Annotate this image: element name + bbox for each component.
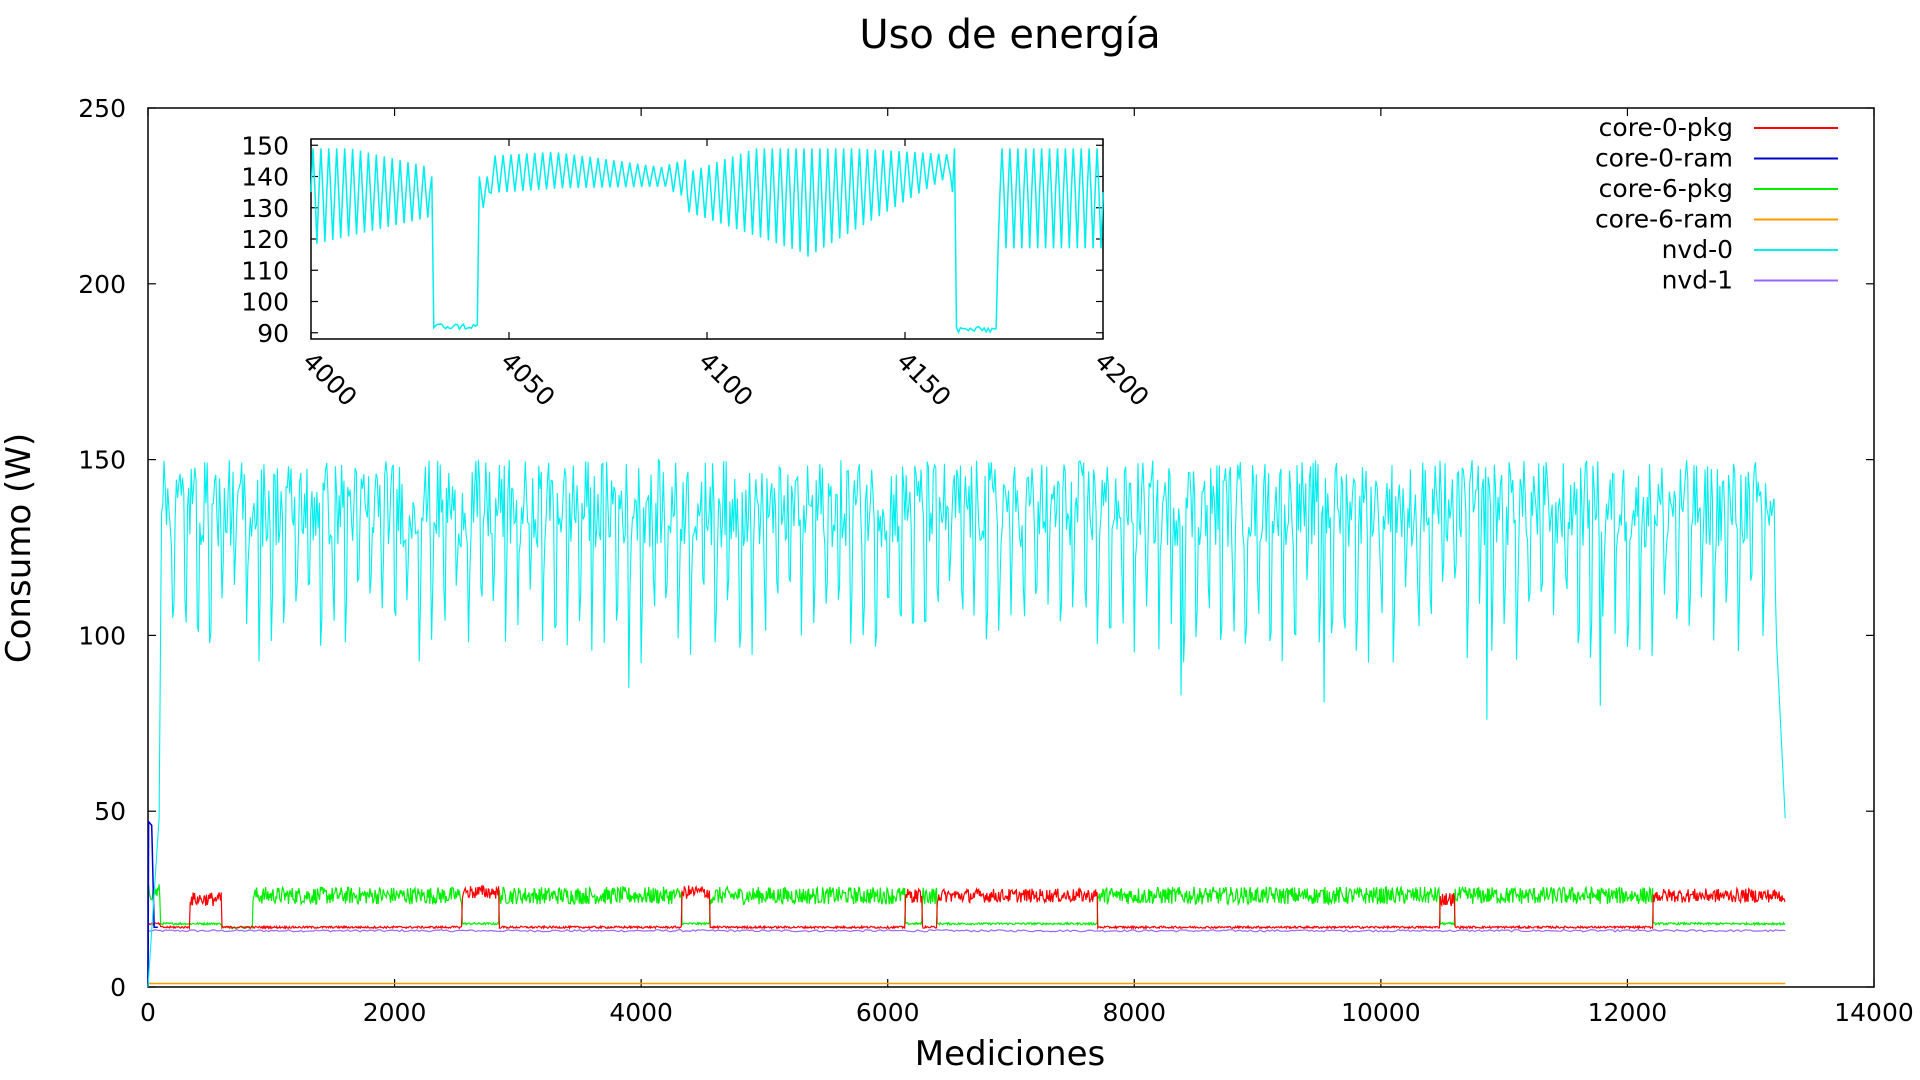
inset-x-tick-label: 4150 [891, 346, 956, 411]
x-tick-label: 10000 [1341, 998, 1421, 1027]
x-tick-label: 12000 [1588, 998, 1668, 1027]
x-tick-label: 2000 [363, 998, 427, 1027]
y-tick-label: 200 [78, 270, 126, 299]
inset-x-tick-label: 4100 [693, 346, 758, 411]
inset-y-tick-label: 150 [241, 131, 289, 160]
inset-x-tick-label: 4000 [297, 346, 362, 411]
legend-label-nvd-0: nvd-0 [1662, 235, 1733, 264]
series-line-core-6-pkg [147, 883, 1786, 930]
y-tick-label: 150 [78, 446, 126, 475]
inset-y-tick-label: 90 [257, 319, 289, 348]
x-tick-label: 8000 [1102, 998, 1166, 1027]
plot-frame [147, 107, 1875, 988]
series-line-core-0-ram [147, 819, 158, 988]
x-axis-label: Mediciones [915, 1034, 1105, 1074]
legend-label-core-6-pkg: core-6-pkg [1599, 174, 1733, 203]
legend-label-nvd-1: nvd-1 [1662, 266, 1733, 295]
inset-x-tick-label: 4050 [495, 346, 560, 411]
series-line-nvd-1 [147, 929, 1786, 933]
legend-label-core-0-pkg: core-0-pkg [1599, 113, 1733, 142]
y-axis-label: Consumo (W) [0, 433, 39, 663]
x-tick-label: 14000 [1834, 998, 1914, 1027]
series-line-core-0-pkg [147, 884, 1786, 931]
inset-y-tick-label: 120 [241, 225, 289, 254]
inset-series-group [310, 148, 1104, 335]
legend-label-core-0-ram: core-0-ram [1595, 144, 1733, 173]
inset-y-tick-label: 100 [241, 288, 289, 317]
inset-series-line-nvd-0 [310, 148, 1104, 335]
series-line-nvd-0 [147, 458, 1786, 988]
inset-y-tick-label: 130 [241, 194, 289, 223]
x-tick-label: 0 [140, 998, 156, 1027]
inset-x-tick-label: 4200 [1089, 346, 1154, 411]
y-tick-label: 50 [94, 797, 126, 826]
y-tick-label: 250 [78, 94, 126, 123]
y-tick-label: 0 [110, 973, 126, 1002]
main-series-group [147, 458, 1786, 988]
chart-title: Uso de energía [859, 12, 1160, 58]
x-tick-label: 4000 [609, 998, 673, 1027]
inset-frame [310, 138, 1104, 340]
inset-y-tick-label: 140 [241, 163, 289, 192]
legend-label-core-6-ram: core-6-ram [1595, 205, 1733, 234]
x-tick-label: 6000 [856, 998, 920, 1027]
inset-y-tick-label: 110 [241, 256, 289, 285]
main-axis-ticks: 0 2000 4000 6000 8000 10000 12000 14000 0 50 100 15… [78, 94, 1913, 1027]
y-tick-label: 100 [78, 621, 126, 650]
legend: core-0-pkgcore-0-ramcore-6-pkgcore-6-ram… [1595, 113, 1838, 295]
